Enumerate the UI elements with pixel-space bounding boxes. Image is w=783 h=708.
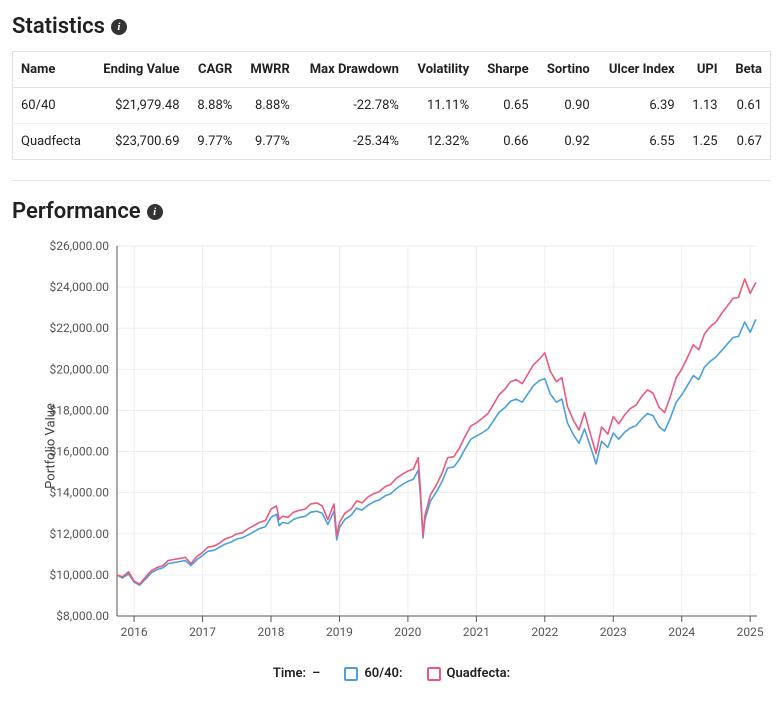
legend-item[interactable]: Quadfecta: bbox=[427, 666, 511, 681]
statistics-title: Statistics bbox=[12, 14, 105, 39]
svg-text:$20,000.00: $20,000.00 bbox=[50, 362, 110, 376]
statistics-heading: Statistics i bbox=[12, 14, 771, 39]
cell-mdd: -25.34% bbox=[298, 124, 407, 160]
svg-text:2019: 2019 bbox=[326, 625, 353, 639]
legend-swatch-icon bbox=[344, 667, 358, 681]
cell-vol: 11.11% bbox=[407, 88, 477, 124]
svg-text:2016: 2016 bbox=[121, 625, 148, 639]
col-cagr: CAGR bbox=[188, 52, 241, 88]
cell-cagr: 8.88% bbox=[188, 88, 241, 124]
y-axis-label: Portfolio Value bbox=[43, 403, 58, 489]
col-mwrr: MWRR bbox=[240, 52, 298, 88]
cell-ending: $23,700.69 bbox=[92, 124, 188, 160]
svg-text:$12,000.00: $12,000.00 bbox=[50, 527, 110, 541]
cell-beta: 0.61 bbox=[726, 88, 771, 124]
cell-sharpe: 0.66 bbox=[477, 124, 537, 160]
legend-swatch-icon bbox=[427, 667, 441, 681]
svg-text:2025: 2025 bbox=[737, 625, 764, 639]
cell-ulcer: 6.39 bbox=[598, 88, 683, 124]
performance-title: Performance bbox=[12, 199, 141, 224]
col-ending: Ending Value bbox=[92, 52, 188, 88]
svg-text:$24,000.00: $24,000.00 bbox=[50, 280, 110, 294]
svg-text:$22,000.00: $22,000.00 bbox=[50, 321, 110, 335]
performance-chart: Portfolio Value $8,000.00 $10,000.00 $12,0… bbox=[12, 236, 772, 656]
cell-name: Quadfecta bbox=[13, 124, 92, 160]
legend-time-value: – bbox=[312, 666, 320, 681]
cell-ending: $21,979.48 bbox=[92, 88, 188, 124]
table-header-row: Name Ending Value CAGR MWRR Max Drawdown… bbox=[13, 52, 771, 88]
legend-time: Time: – bbox=[273, 666, 320, 681]
svg-text:2021: 2021 bbox=[463, 625, 490, 639]
legend-label: Quadfecta: bbox=[447, 666, 511, 681]
cell-sortino: 0.92 bbox=[537, 124, 598, 160]
svg-text:2017: 2017 bbox=[189, 625, 216, 639]
svg-text:2020: 2020 bbox=[394, 625, 421, 639]
col-upi: UPI bbox=[683, 52, 726, 88]
cell-mwrr: 8.88% bbox=[240, 88, 298, 124]
cell-sortino: 0.90 bbox=[537, 88, 598, 124]
info-icon[interactable]: i bbox=[147, 204, 163, 220]
cell-vol: 12.32% bbox=[407, 124, 477, 160]
legend-time-label: Time: bbox=[273, 666, 306, 681]
cell-sharpe: 0.65 bbox=[477, 88, 537, 124]
legend-label: 60/40: bbox=[364, 666, 402, 681]
col-ulcer: Ulcer Index bbox=[598, 52, 683, 88]
cell-upi: 1.25 bbox=[683, 124, 726, 160]
cell-ulcer: 6.55 bbox=[598, 124, 683, 160]
legend-item[interactable]: 60/40: bbox=[344, 666, 402, 681]
col-mdd: Max Drawdown bbox=[298, 52, 407, 88]
svg-text:$10,000.00: $10,000.00 bbox=[50, 568, 110, 582]
performance-heading: Performance i bbox=[12, 199, 771, 224]
cell-cagr: 9.77% bbox=[188, 124, 241, 160]
svg-text:$8,000.00: $8,000.00 bbox=[56, 609, 109, 623]
svg-text:$26,000.00: $26,000.00 bbox=[50, 239, 110, 253]
svg-text:$14,000.00: $14,000.00 bbox=[50, 486, 110, 500]
col-name: Name bbox=[13, 52, 92, 88]
table-row: Quadfecta $23,700.69 9.77% 9.77% -25.34%… bbox=[13, 124, 771, 160]
chart-svg: $8,000.00 $10,000.00 $12,000.00 $14,000.00 $… bbox=[12, 236, 772, 656]
section-divider bbox=[12, 180, 771, 181]
info-icon[interactable]: i bbox=[111, 19, 127, 35]
col-vol: Volatility bbox=[407, 52, 477, 88]
svg-text:2018: 2018 bbox=[258, 625, 285, 639]
cell-name: 60/40 bbox=[13, 88, 92, 124]
col-beta: Beta bbox=[726, 52, 771, 88]
svg-text:$18,000.00: $18,000.00 bbox=[50, 403, 110, 417]
cell-beta: 0.67 bbox=[726, 124, 771, 160]
svg-text:2023: 2023 bbox=[600, 625, 627, 639]
svg-text:2022: 2022 bbox=[531, 625, 558, 639]
statistics-table: Name Ending Value CAGR MWRR Max Drawdown… bbox=[12, 51, 771, 160]
svg-text:2024: 2024 bbox=[668, 625, 695, 639]
cell-mwrr: 9.77% bbox=[240, 124, 298, 160]
col-sortino: Sortino bbox=[537, 52, 598, 88]
svg-text:$16,000.00: $16,000.00 bbox=[50, 445, 110, 459]
cell-upi: 1.13 bbox=[683, 88, 726, 124]
table-row: 60/40 $21,979.48 8.88% 8.88% -22.78% 11.… bbox=[13, 88, 771, 124]
chart-legend: Time: – 60/40: Quadfecta: bbox=[12, 666, 771, 681]
cell-mdd: -22.78% bbox=[298, 88, 407, 124]
col-sharpe: Sharpe bbox=[477, 52, 537, 88]
